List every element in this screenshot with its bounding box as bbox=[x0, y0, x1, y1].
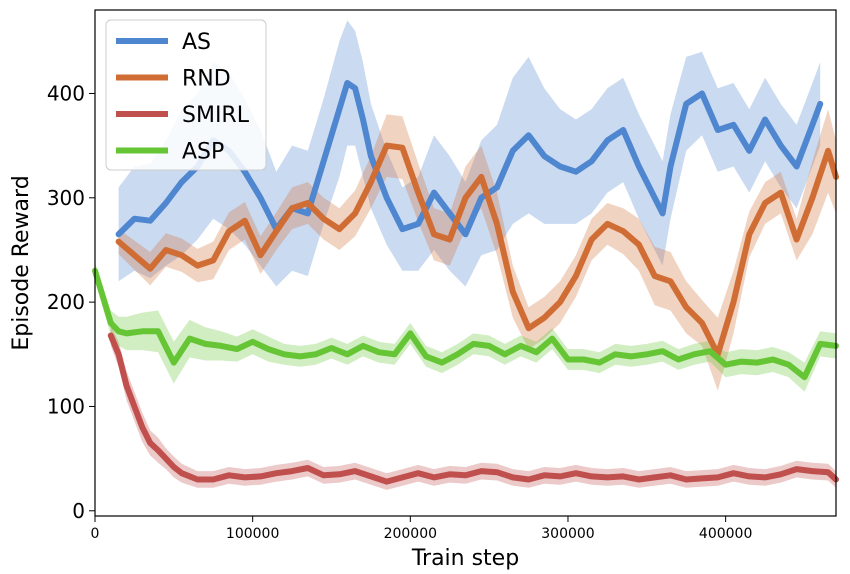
legend-label-rnd: RND bbox=[182, 67, 231, 92]
x-tick-label: 400000 bbox=[699, 526, 752, 542]
series-lines bbox=[92, 80, 839, 485]
y-tick-label: 0 bbox=[72, 499, 85, 523]
band-as bbox=[118, 20, 821, 287]
legend-label-asp: ASP bbox=[182, 140, 224, 165]
x-tick-label: 300000 bbox=[541, 526, 594, 542]
y-tick-label: 300 bbox=[47, 186, 85, 210]
legend-box bbox=[105, 19, 267, 171]
x-tick-label: 0 bbox=[91, 526, 100, 542]
y-tick-label: 400 bbox=[47, 81, 85, 105]
y-axis-label: Episode Reward bbox=[9, 175, 34, 350]
x-tick-label: 200000 bbox=[384, 526, 437, 542]
legend-label-as: AS bbox=[182, 30, 211, 55]
series-line-asp bbox=[92, 267, 839, 381]
x-tick-label: 100000 bbox=[226, 526, 279, 542]
plot-frame bbox=[94, 9, 837, 517]
band-asp bbox=[95, 262, 836, 392]
legend: AS RND SMIRL ASP bbox=[105, 19, 267, 171]
y-tick-label: 100 bbox=[47, 394, 85, 418]
x-axis: 0 100000 200000 300000 400000 bbox=[91, 516, 752, 542]
y-axis: 0 100 200 300 400 bbox=[47, 81, 95, 523]
x-axis-label: Train step bbox=[411, 546, 519, 571]
series-line-rnd bbox=[115, 142, 839, 358]
legend-label-smirl: SMIRL bbox=[182, 103, 250, 128]
series-line-smirl bbox=[107, 332, 839, 485]
series-line-as bbox=[115, 80, 824, 238]
y-tick-label: 200 bbox=[47, 290, 85, 314]
